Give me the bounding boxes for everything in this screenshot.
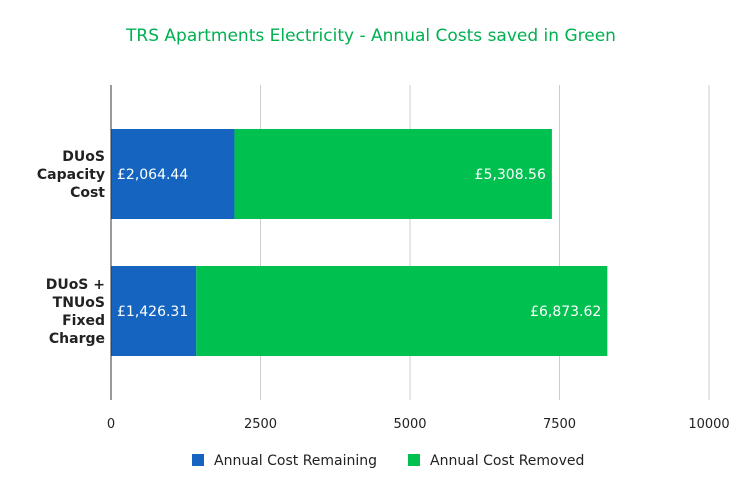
data-labels: £2,064.44 £5,308.56 £1,426.31 £6,873.62 — [117, 167, 601, 320]
legend-label-removed: Annual Cost Removed — [430, 453, 584, 469]
bars — [111, 129, 608, 356]
data-label-removed-0: £5,308.56 — [475, 167, 546, 183]
category-label-0: DUoS Capacity Cost — [37, 149, 105, 201]
x-axis-ticks: 0 2500 5000 7500 10000 — [107, 417, 730, 432]
legend-swatch-removed — [408, 454, 420, 466]
category-label-1: DUoS + TNUoS Fixed Charge — [46, 277, 105, 347]
chart-title: TRS Apartments Electricity - Annual Cost… — [125, 26, 616, 46]
legend-item-removed[interactable]: Annual Cost Removed — [408, 453, 584, 469]
x-tick-label-5000: 5000 — [393, 417, 426, 432]
data-label-removed-1: £6,873.62 — [530, 304, 601, 320]
bar-remaining-0[interactable] — [111, 129, 235, 219]
x-tick-label-7500: 7500 — [543, 417, 576, 432]
legend-item-remaining[interactable]: Annual Cost Remaining — [192, 453, 377, 469]
x-tick-label-2500: 2500 — [244, 417, 277, 432]
data-label-remaining-0: £2,064.44 — [117, 167, 188, 183]
legend-label-remaining: Annual Cost Remaining — [214, 453, 377, 469]
category-labels: DUoS Capacity Cost DUoS + TNUoS Fixed Charge — [37, 149, 105, 347]
data-label-remaining-1: £1,426.31 — [117, 304, 188, 320]
x-tick-label-0: 0 — [107, 417, 115, 432]
legend-swatch-remaining — [192, 454, 204, 466]
bar-removed-0[interactable] — [234, 129, 552, 219]
legend: Annual Cost Remaining Annual Cost Remove… — [192, 453, 584, 469]
bar-remaining-1[interactable] — [111, 266, 197, 356]
bar-removed-1[interactable] — [196, 266, 608, 356]
x-tick-label-10000: 10000 — [688, 417, 729, 432]
